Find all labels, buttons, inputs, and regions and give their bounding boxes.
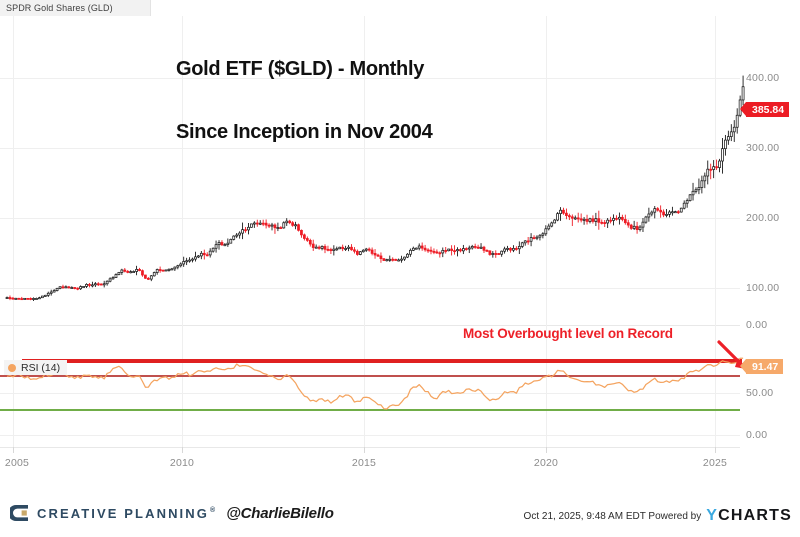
brand-name: CREATIVE PLANNING® — [37, 506, 217, 521]
price-value: 385.84 — [752, 103, 785, 116]
gridline-x-2025 — [715, 16, 716, 447]
xtick-2015: 2015 — [351, 457, 377, 469]
ytick-200: 200.00 — [746, 212, 780, 224]
xtick-mark-2025 — [715, 447, 716, 453]
rsi-legend-label: RSI (14) — [21, 361, 61, 374]
rsi-line-series — [6, 357, 744, 410]
rsi-ytick-50: 50.00 — [746, 387, 774, 399]
gridline-x-2005 — [13, 16, 14, 447]
timestamp: Oct 21, 2025, 9:48 AM EDT Powered by — [523, 510, 702, 522]
x-axis-line — [0, 447, 740, 448]
rsi-record-overbought-line — [22, 359, 742, 364]
annotation-text: Most Overbought level on Record — [463, 326, 673, 341]
xtick-mark-2010 — [182, 447, 183, 453]
security-tab-label: SPDR Gold Shares (GLD) — [6, 3, 113, 13]
rsi-gridline-0 — [0, 435, 740, 436]
ycharts-rest: CHARTS — [718, 507, 792, 524]
brand-label: CREATIVE PLANNING — [37, 505, 209, 521]
ytick-400: 400.00 — [746, 72, 780, 84]
rsi-oversold-line — [0, 408, 740, 411]
annotation-arrow-icon — [717, 340, 746, 369]
ytick-300: 300.00 — [746, 142, 780, 154]
gridline-x-2015 — [364, 16, 365, 447]
rsi-legend-dot — [8, 363, 16, 372]
gridline-100 — [0, 288, 740, 289]
xtick-2005: 2005 — [4, 457, 30, 469]
plot-area: Gold ETF ($GLD) - Monthly Since Inceptio… — [0, 16, 800, 469]
gridline-0 — [0, 325, 740, 326]
brand-block: CREATIVE PLANNING® @CharlieBilello — [10, 503, 334, 523]
xtick-mark-2005 — [13, 447, 14, 453]
footer: CREATIVE PLANNING® @CharlieBilello Oct 2… — [0, 489, 800, 537]
gridline-400 — [0, 78, 740, 79]
gridline-x-2010 — [182, 16, 183, 447]
xtick-mark-2020 — [546, 447, 547, 453]
ycharts-logo[interactable]: YCHARTS — [706, 507, 792, 525]
ytick-0: 0.00 — [746, 319, 768, 331]
rsi-value: 91.47 — [752, 360, 779, 373]
price-value-flag: 385.84 — [739, 102, 790, 117]
chart-title-line2: Since Inception in Nov 2004 — [176, 121, 433, 143]
ytick-100: 100.00 — [746, 282, 780, 294]
registered-trademark-icon: ® — [209, 507, 218, 515]
gridline-300 — [0, 148, 740, 149]
rsi-ytick-0: 0.00 — [746, 429, 768, 441]
candlestick-series — [5, 75, 745, 301]
chart-title-line1: Gold ETF ($GLD) - Monthly — [176, 58, 425, 80]
xtick-2010: 2010 — [169, 457, 195, 469]
creative-planning-logo-icon — [10, 505, 28, 521]
xtick-mark-2015 — [364, 447, 365, 453]
author-handle: @CharlieBilello — [226, 504, 334, 522]
ycharts-y: Y — [706, 507, 719, 524]
gridline-200 — [0, 218, 740, 219]
rsi-gridline-50 — [0, 393, 740, 394]
rsi-value-flag: 91.47 — [739, 359, 784, 374]
rsi-legend[interactable]: RSI (14) — [4, 360, 68, 375]
xtick-2025: 2025 — [702, 457, 728, 469]
rsi-overbought-line — [0, 375, 740, 378]
xtick-2020: 2020 — [533, 457, 559, 469]
footer-right: Oct 21, 2025, 9:48 AM EDT Powered by YCH… — [524, 507, 792, 525]
security-tab[interactable]: SPDR Gold Shares (GLD) — [0, 0, 151, 16]
